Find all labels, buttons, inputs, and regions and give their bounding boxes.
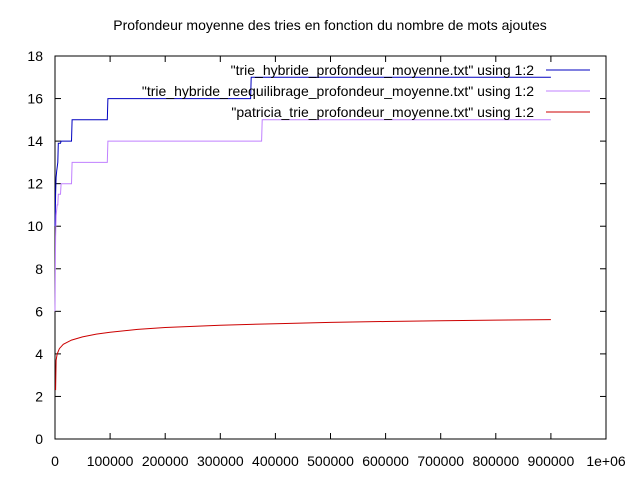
chart-title: Profondeur moyenne des tries en fonction… xyxy=(113,17,546,33)
legend: "trie_hybride_profondeur_moyenne.txt" us… xyxy=(142,62,590,120)
x-tick-label: 900000 xyxy=(528,453,575,469)
y-tick-label: 18 xyxy=(27,48,43,64)
x-tick-label: 600000 xyxy=(362,453,409,469)
x-tick-label: 300000 xyxy=(197,453,244,469)
x-tick-label: 200000 xyxy=(142,453,189,469)
series-line-2 xyxy=(55,319,551,391)
y-tick-label: 6 xyxy=(35,303,43,319)
x-tick-label: 1e+06 xyxy=(586,453,626,469)
y-tick-label: 12 xyxy=(27,176,43,192)
y-tick-label: 2 xyxy=(35,388,43,404)
series-line-0 xyxy=(54,76,551,227)
x-tick-label: 800000 xyxy=(472,453,519,469)
y-tick-label: 16 xyxy=(27,91,43,107)
legend-label-2: "patricia_trie_profondeur_moyenne.txt" u… xyxy=(231,104,534,120)
y-tick-label: 0 xyxy=(35,431,43,447)
y-tick-label: 14 xyxy=(27,133,43,149)
y-tick-label: 8 xyxy=(35,261,43,277)
series-line-1 xyxy=(54,119,551,312)
y-tick-label: 4 xyxy=(35,346,43,362)
x-tick-label: 100000 xyxy=(87,453,134,469)
legend-label-0: "trie_hybride_profondeur_moyenne.txt" us… xyxy=(231,62,535,78)
y-tick-label: 10 xyxy=(27,218,43,234)
x-tick-label: 400000 xyxy=(252,453,299,469)
x-tick-label: 500000 xyxy=(307,453,354,469)
axis-ticks: 0 100000 200000 300000 400000 500000 600000 700… xyxy=(27,48,625,469)
x-tick-label: 0 xyxy=(51,453,59,469)
x-tick-label: 700000 xyxy=(417,453,464,469)
series-layer xyxy=(54,76,551,391)
legend-label-1: "trie_hybride_reequilibrage_profondeur_m… xyxy=(142,83,534,99)
